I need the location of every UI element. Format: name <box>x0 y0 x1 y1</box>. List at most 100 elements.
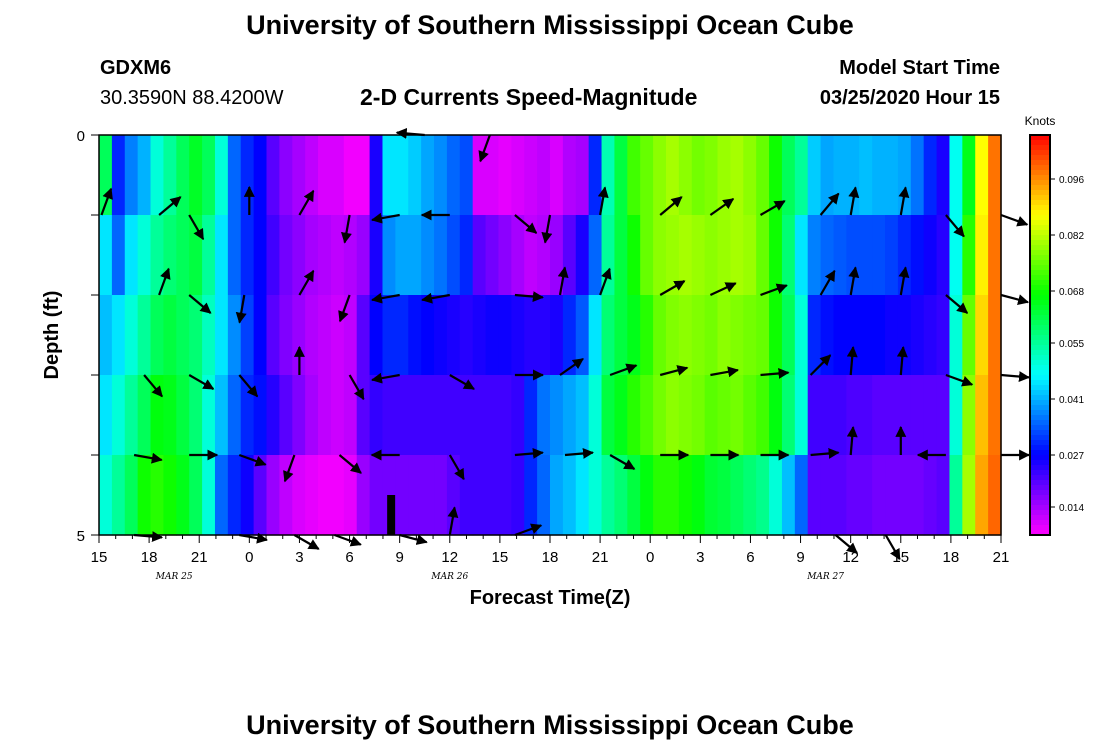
heatmap-cell <box>704 135 719 216</box>
current-vector <box>760 283 788 297</box>
heatmap-cell <box>923 375 938 456</box>
current-vector <box>1000 213 1029 227</box>
current-vector <box>945 373 974 387</box>
heatmap-cell <box>962 295 976 376</box>
heatmap-cell <box>408 215 422 296</box>
heatmap-cell <box>897 135 912 216</box>
heatmap-cell <box>202 135 216 216</box>
colorbar-step <box>1030 275 1050 281</box>
current-vector <box>448 454 465 481</box>
heatmap-cell <box>395 215 409 296</box>
current-vector <box>834 534 858 554</box>
heatmap-cell <box>382 375 396 456</box>
x-tick-label: 3 <box>295 549 303 566</box>
heatmap-cell <box>807 135 822 216</box>
heatmap-cell <box>318 455 332 536</box>
colorbar-step <box>1030 495 1050 501</box>
model-start-label: Model Start Time <box>839 57 1000 79</box>
heatmap-cell <box>266 215 280 296</box>
heatmap-cell <box>601 455 616 536</box>
heatmap-cell <box>872 455 886 536</box>
heatmap-cell <box>408 455 422 536</box>
current-vector <box>371 292 400 304</box>
heatmap-cell <box>781 455 796 536</box>
heatmap-cell <box>885 135 899 216</box>
heatmap-cell <box>614 455 628 536</box>
heatmap-cell <box>653 135 667 216</box>
heatmap-cell <box>640 135 654 216</box>
heatmap-cell <box>240 135 255 216</box>
heatmap-cell <box>498 215 512 296</box>
heatmap-cell <box>562 215 577 296</box>
colorbar-step <box>1030 450 1050 456</box>
current-vector <box>809 354 832 376</box>
current-vector <box>514 523 543 537</box>
heatmap-cell <box>318 135 332 216</box>
x-tick-label: 21 <box>993 549 1010 566</box>
heatmap-cell <box>717 455 731 536</box>
heatmap-cell <box>975 135 989 216</box>
heatmap-cell <box>717 295 731 376</box>
colorbar-step <box>1030 270 1050 276</box>
current-vector <box>846 426 858 456</box>
heatmap-cell <box>498 135 512 216</box>
heatmap-cell <box>446 215 461 296</box>
colorbar-step <box>1030 525 1050 531</box>
heatmap-cell <box>872 295 886 376</box>
heatmap-cell <box>691 215 706 296</box>
heatmap-cell <box>459 215 474 296</box>
colorbar-step <box>1030 155 1050 161</box>
current-vector <box>134 531 164 543</box>
heatmap-cell <box>214 375 229 456</box>
heatmap-cell <box>820 135 835 216</box>
heatmap-cell <box>266 295 280 376</box>
heatmap-cell <box>923 215 938 296</box>
colorbar: Knots 0.096 0.082 0.068 0.055 0.041 0.027 0.014 <box>1025 114 1084 536</box>
colorbar-step <box>1030 380 1050 386</box>
heatmap-cell <box>665 215 680 296</box>
heatmap-cell <box>807 215 822 296</box>
current-vector <box>447 506 459 536</box>
heatmap-cell <box>99 375 113 456</box>
station-coords: 30.3590N 88.4200W <box>100 87 284 109</box>
heatmap-cell <box>678 455 693 536</box>
heatmap-cell <box>614 375 628 456</box>
current-vector <box>143 374 163 398</box>
heatmap-cell <box>562 295 577 376</box>
colorbar-step <box>1030 180 1050 186</box>
heatmap-cell <box>936 375 951 456</box>
colorbar-step <box>1030 415 1050 421</box>
colorbar-step <box>1030 160 1050 166</box>
heatmap-cell <box>446 375 461 456</box>
heatmap-cell <box>833 215 847 296</box>
colorbar-step <box>1030 445 1050 451</box>
current-vector <box>884 534 901 561</box>
heatmap-cell <box>769 135 783 216</box>
heatmap-cell <box>472 455 487 536</box>
colorbar-tick-label: 0.041 <box>1059 395 1084 406</box>
heatmap-cell <box>382 135 396 216</box>
heatmap-cell <box>717 375 731 456</box>
heatmap-cell <box>691 295 706 376</box>
heatmap-cell <box>910 215 925 296</box>
colorbar-step <box>1030 280 1050 286</box>
heatmap-cell <box>292 135 306 216</box>
heatmap-cell <box>550 455 564 536</box>
current-vector <box>597 186 609 216</box>
heatmap-cell <box>434 295 448 376</box>
current-vector <box>1000 371 1030 383</box>
colorbar-step <box>1030 420 1050 426</box>
heatmap-cell <box>859 295 873 376</box>
heatmap-cell <box>730 295 744 376</box>
heatmap-cell <box>421 455 435 536</box>
colorbar-tick-label: 0.068 <box>1059 287 1084 298</box>
heatmap-cell <box>949 295 963 376</box>
y-tick-label: 5 <box>77 528 85 545</box>
heatmap-cell <box>279 295 293 376</box>
heatmap-cell <box>885 455 899 536</box>
heatmap-cell <box>588 295 603 376</box>
heatmap-cell <box>408 135 422 216</box>
colorbar-step <box>1030 320 1050 326</box>
heatmap-cell <box>833 375 847 456</box>
colorbar-step <box>1030 405 1050 411</box>
